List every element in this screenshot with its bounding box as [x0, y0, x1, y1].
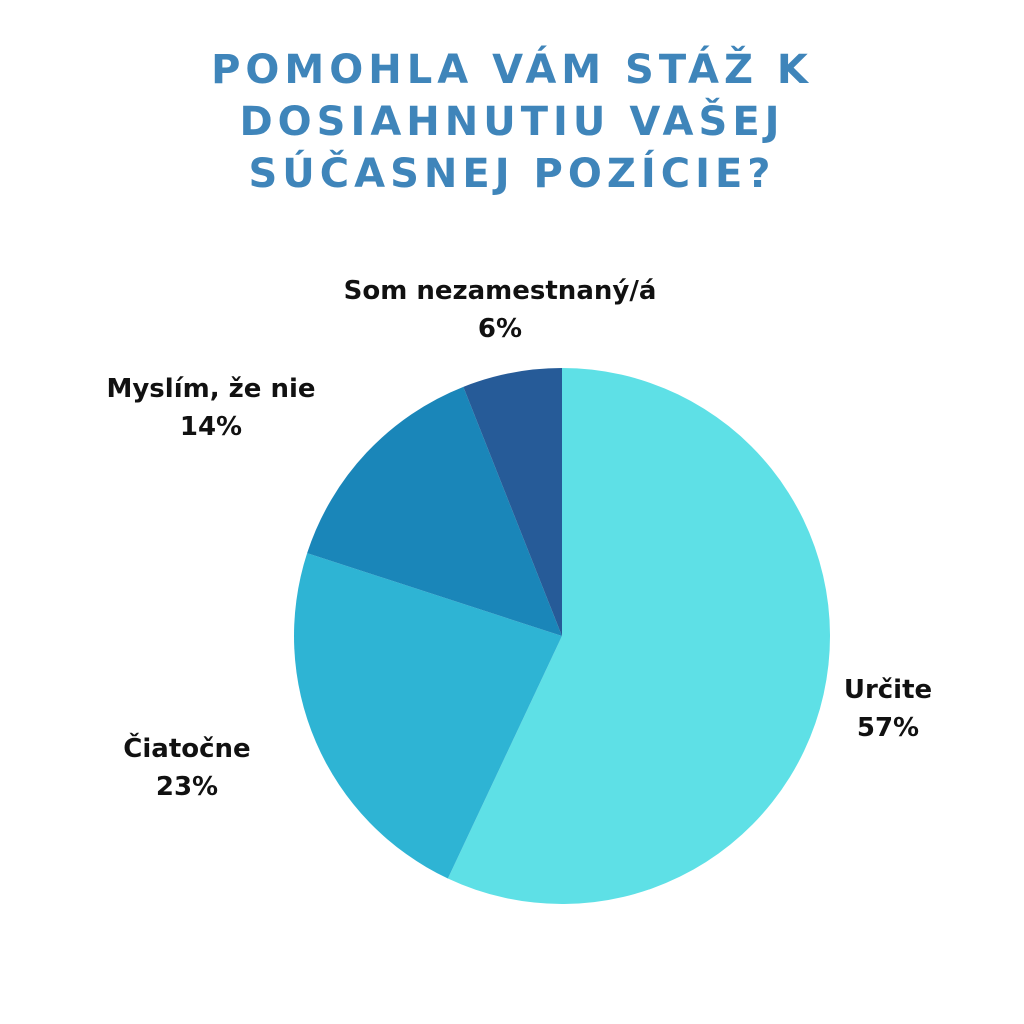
slice-value-ciatocne: 23% [156, 772, 218, 802]
pie-slice-myslim-ze-nie [307, 386, 562, 636]
slice-label-ciatocne: Čiatočne [123, 732, 250, 764]
pie-slices [294, 368, 831, 904]
slice-label-som-nezamestnany-a: Som nezamestnaný/á [344, 276, 657, 306]
chart-title: POMOHLA VÁM STÁŽ K DOSIAHNUTIU VAŠEJ SÚČ… [0, 44, 1024, 200]
slice-value-myslim-ze-nie: 14% [180, 412, 242, 442]
slice-value-urcite: 57% [857, 713, 919, 743]
pie-slice-ciatocne [294, 553, 562, 879]
chart-title-line-3: SÚČASNEJ POZÍCIE? [248, 151, 776, 197]
pie-slice-urcite [447, 368, 831, 904]
pie-labels: Určite 57% Čiatočne 23% Myslím, že nie 14% Som… [106, 276, 932, 802]
chart-title-line-2: DOSIAHNUTIU VAŠEJ [239, 99, 785, 145]
slice-label-urcite: Určite [844, 675, 932, 705]
chart-title-line-1: POMOHLA VÁM STÁŽ K [211, 47, 813, 93]
slice-label-myslim-ze-nie: Myslím, že nie [106, 374, 315, 404]
pie-slice-som-nezamestnany-a [463, 368, 562, 636]
slice-value-som-nezamestnany-a: 6% [478, 314, 522, 344]
